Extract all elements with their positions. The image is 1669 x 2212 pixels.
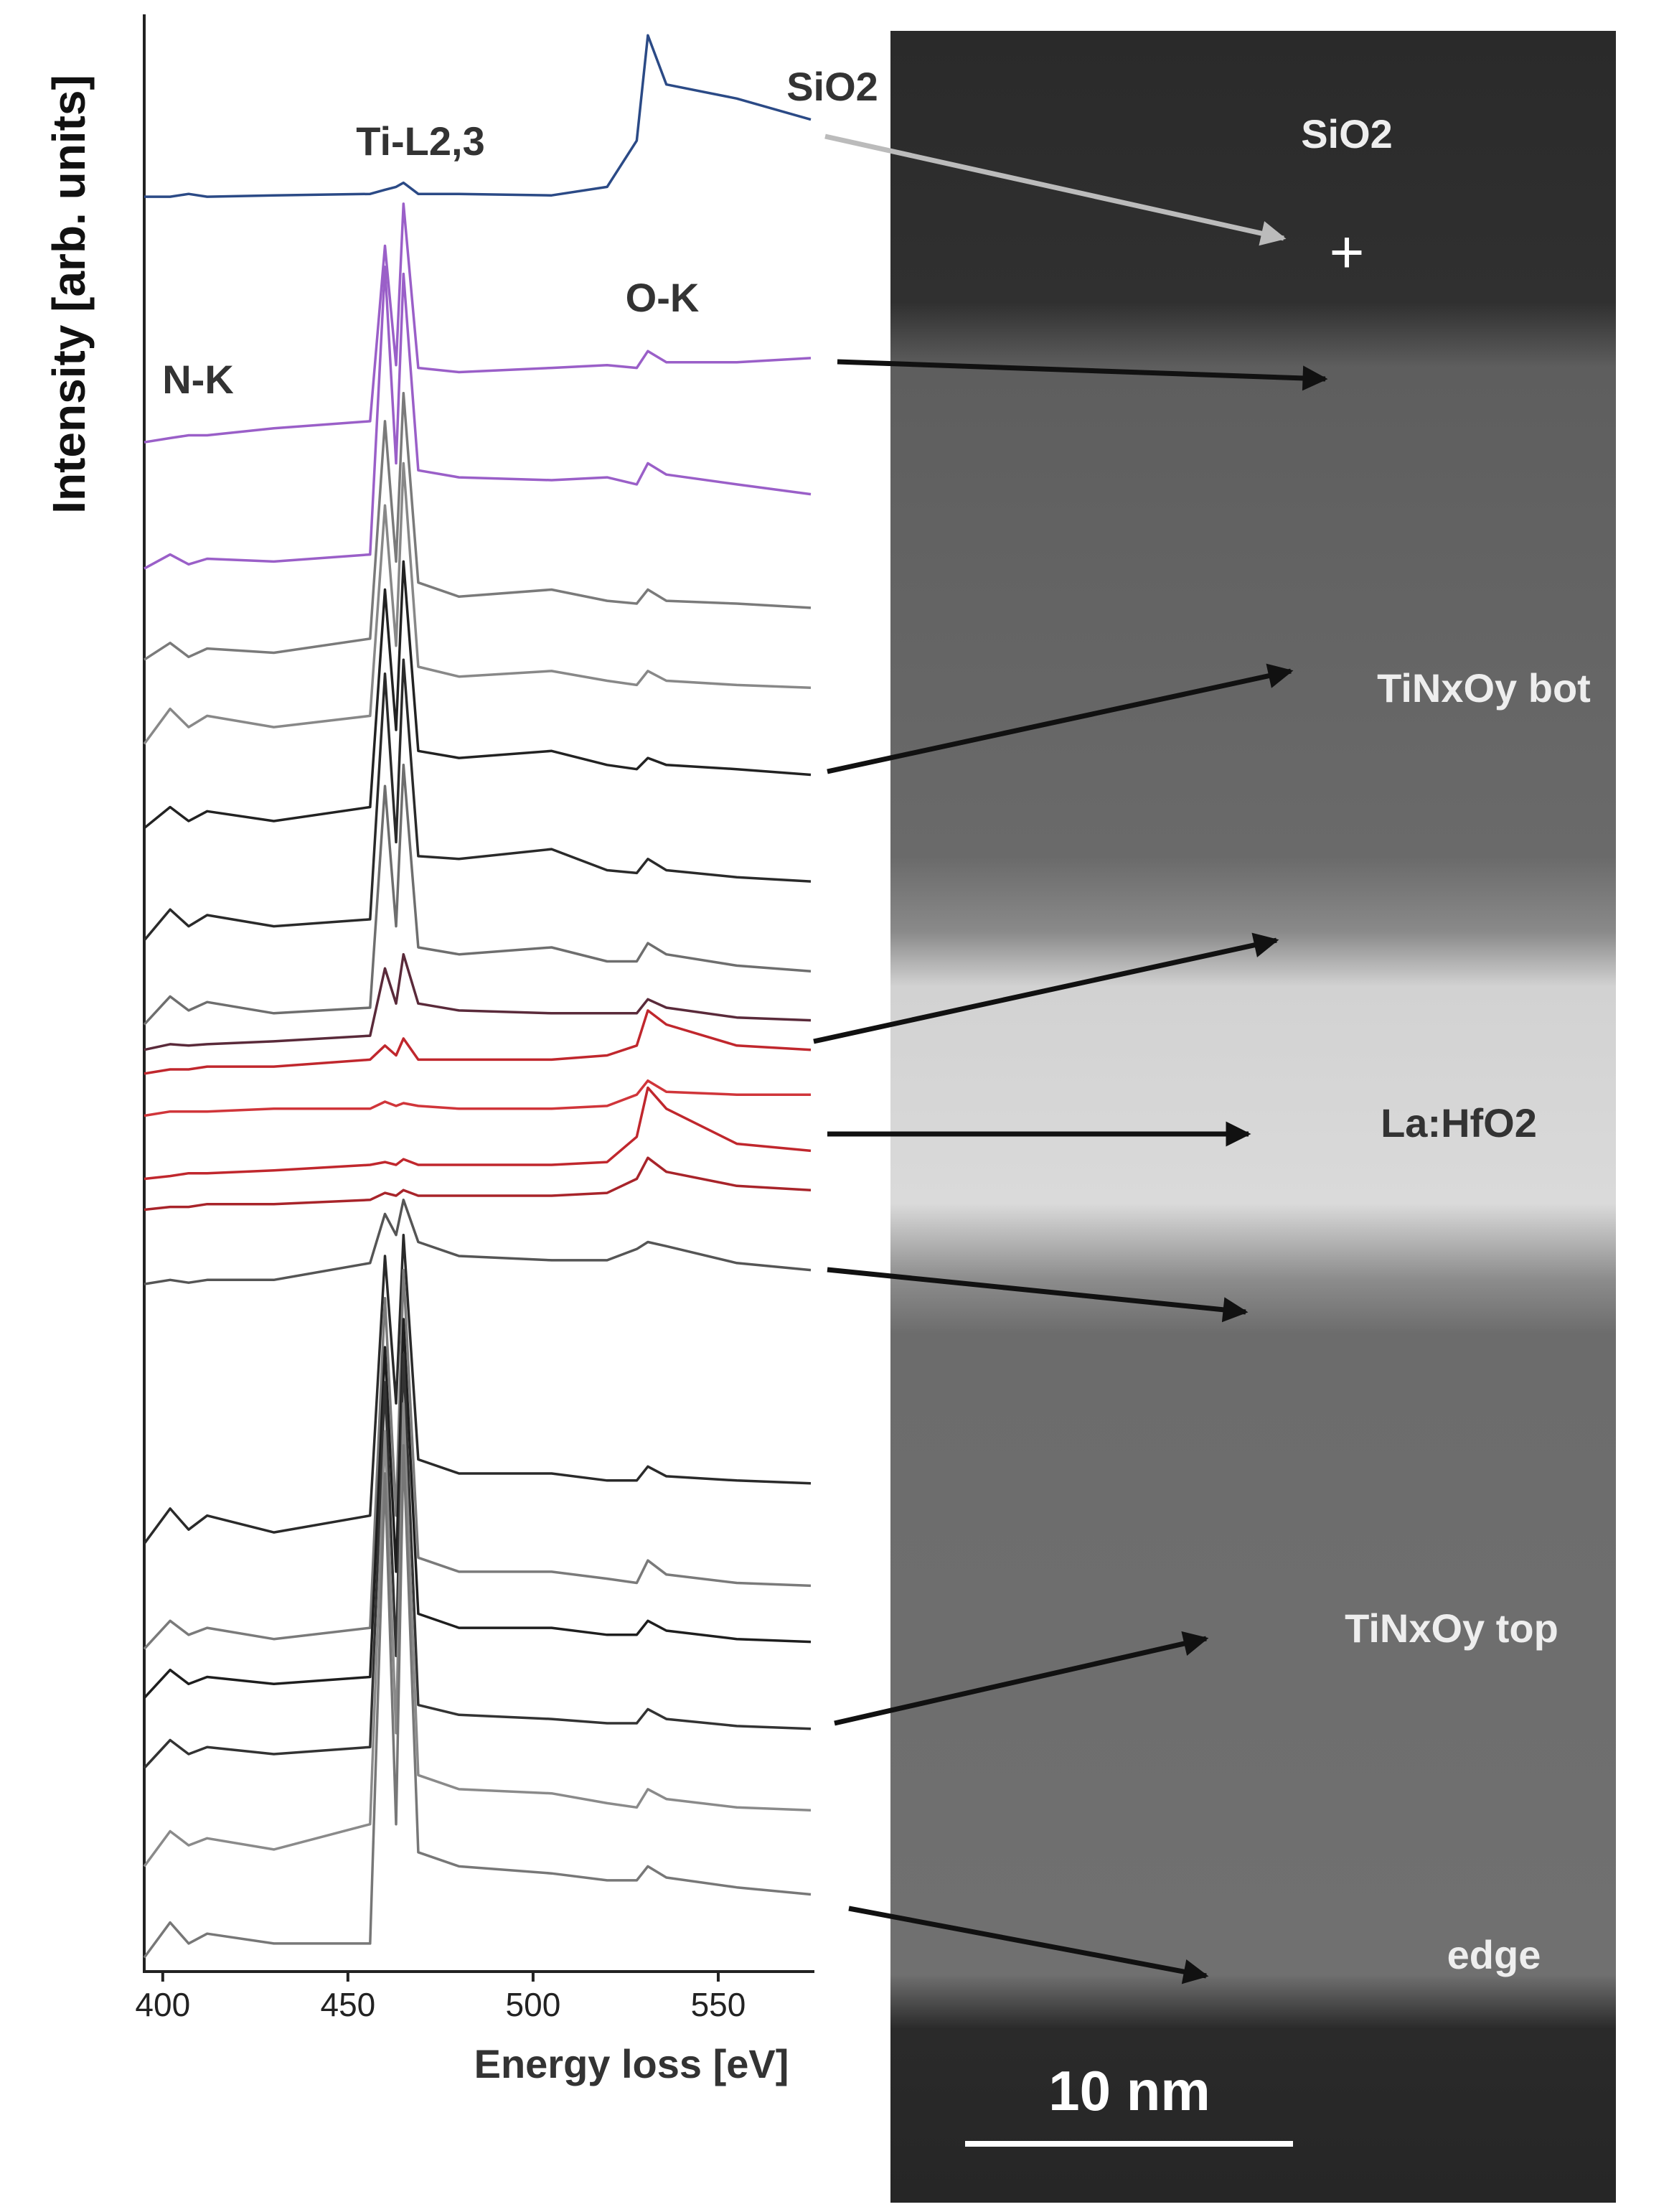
spectrum-line [144,392,812,661]
spectrum-line [143,1402,812,1867]
x-tick-label: 450 [320,1986,375,2023]
arrow [837,359,1328,391]
x-tick-label: 550 [691,1986,746,2023]
y-axis-label: Intensity [arb. units] [43,75,95,514]
spectrum-line [143,658,812,942]
spectrum-line [144,1079,811,1117]
image-label: SiO2 [1301,111,1393,156]
spectrum-line [143,1233,812,1545]
spectrum-line [143,1353,812,1769]
image-label: edge [1447,1932,1541,1977]
x-tick-label: 500 [506,1986,561,2023]
x-tick-label: 400 [135,1986,190,2023]
arrow [834,1631,1209,1726]
arrow [848,1906,1209,1984]
spectrum-line [143,764,812,1026]
spectrum-line [143,1268,812,1650]
spectrum-line [143,560,812,830]
scale-bar-label: 10 nm [1048,2059,1210,2122]
arrow [827,1267,1249,1323]
annotation: Ti-L2,3 [356,118,484,164]
spectrum-line [144,202,812,444]
spectrum-line [144,1086,812,1181]
spectrum-line [143,461,812,745]
image-label: La:HfO2 [1381,1100,1537,1145]
tem-image [890,31,1616,2203]
image-label: TiNxOy top [1345,1606,1558,1651]
spectrum-line [144,952,812,1051]
annotation: N-K [162,357,234,402]
x-axis-label: Energy loss [eV] [474,2041,789,2086]
spectrum-line [144,34,812,198]
spectrum-line [144,266,812,570]
annotation: O-K [626,275,700,320]
arrow [824,133,1287,246]
spectrum-line [144,1156,812,1212]
marker: + [1329,218,1364,286]
arrow [813,932,1279,1044]
annotation: SiO2 [786,64,878,109]
spectrum-line [144,1009,812,1075]
spectrum-line [144,1199,812,1285]
image-label: TiNxOy bot [1377,665,1591,711]
arrow [827,663,1294,774]
spectrum-line [143,1318,812,1699]
spectrum-line [143,1444,812,1959]
